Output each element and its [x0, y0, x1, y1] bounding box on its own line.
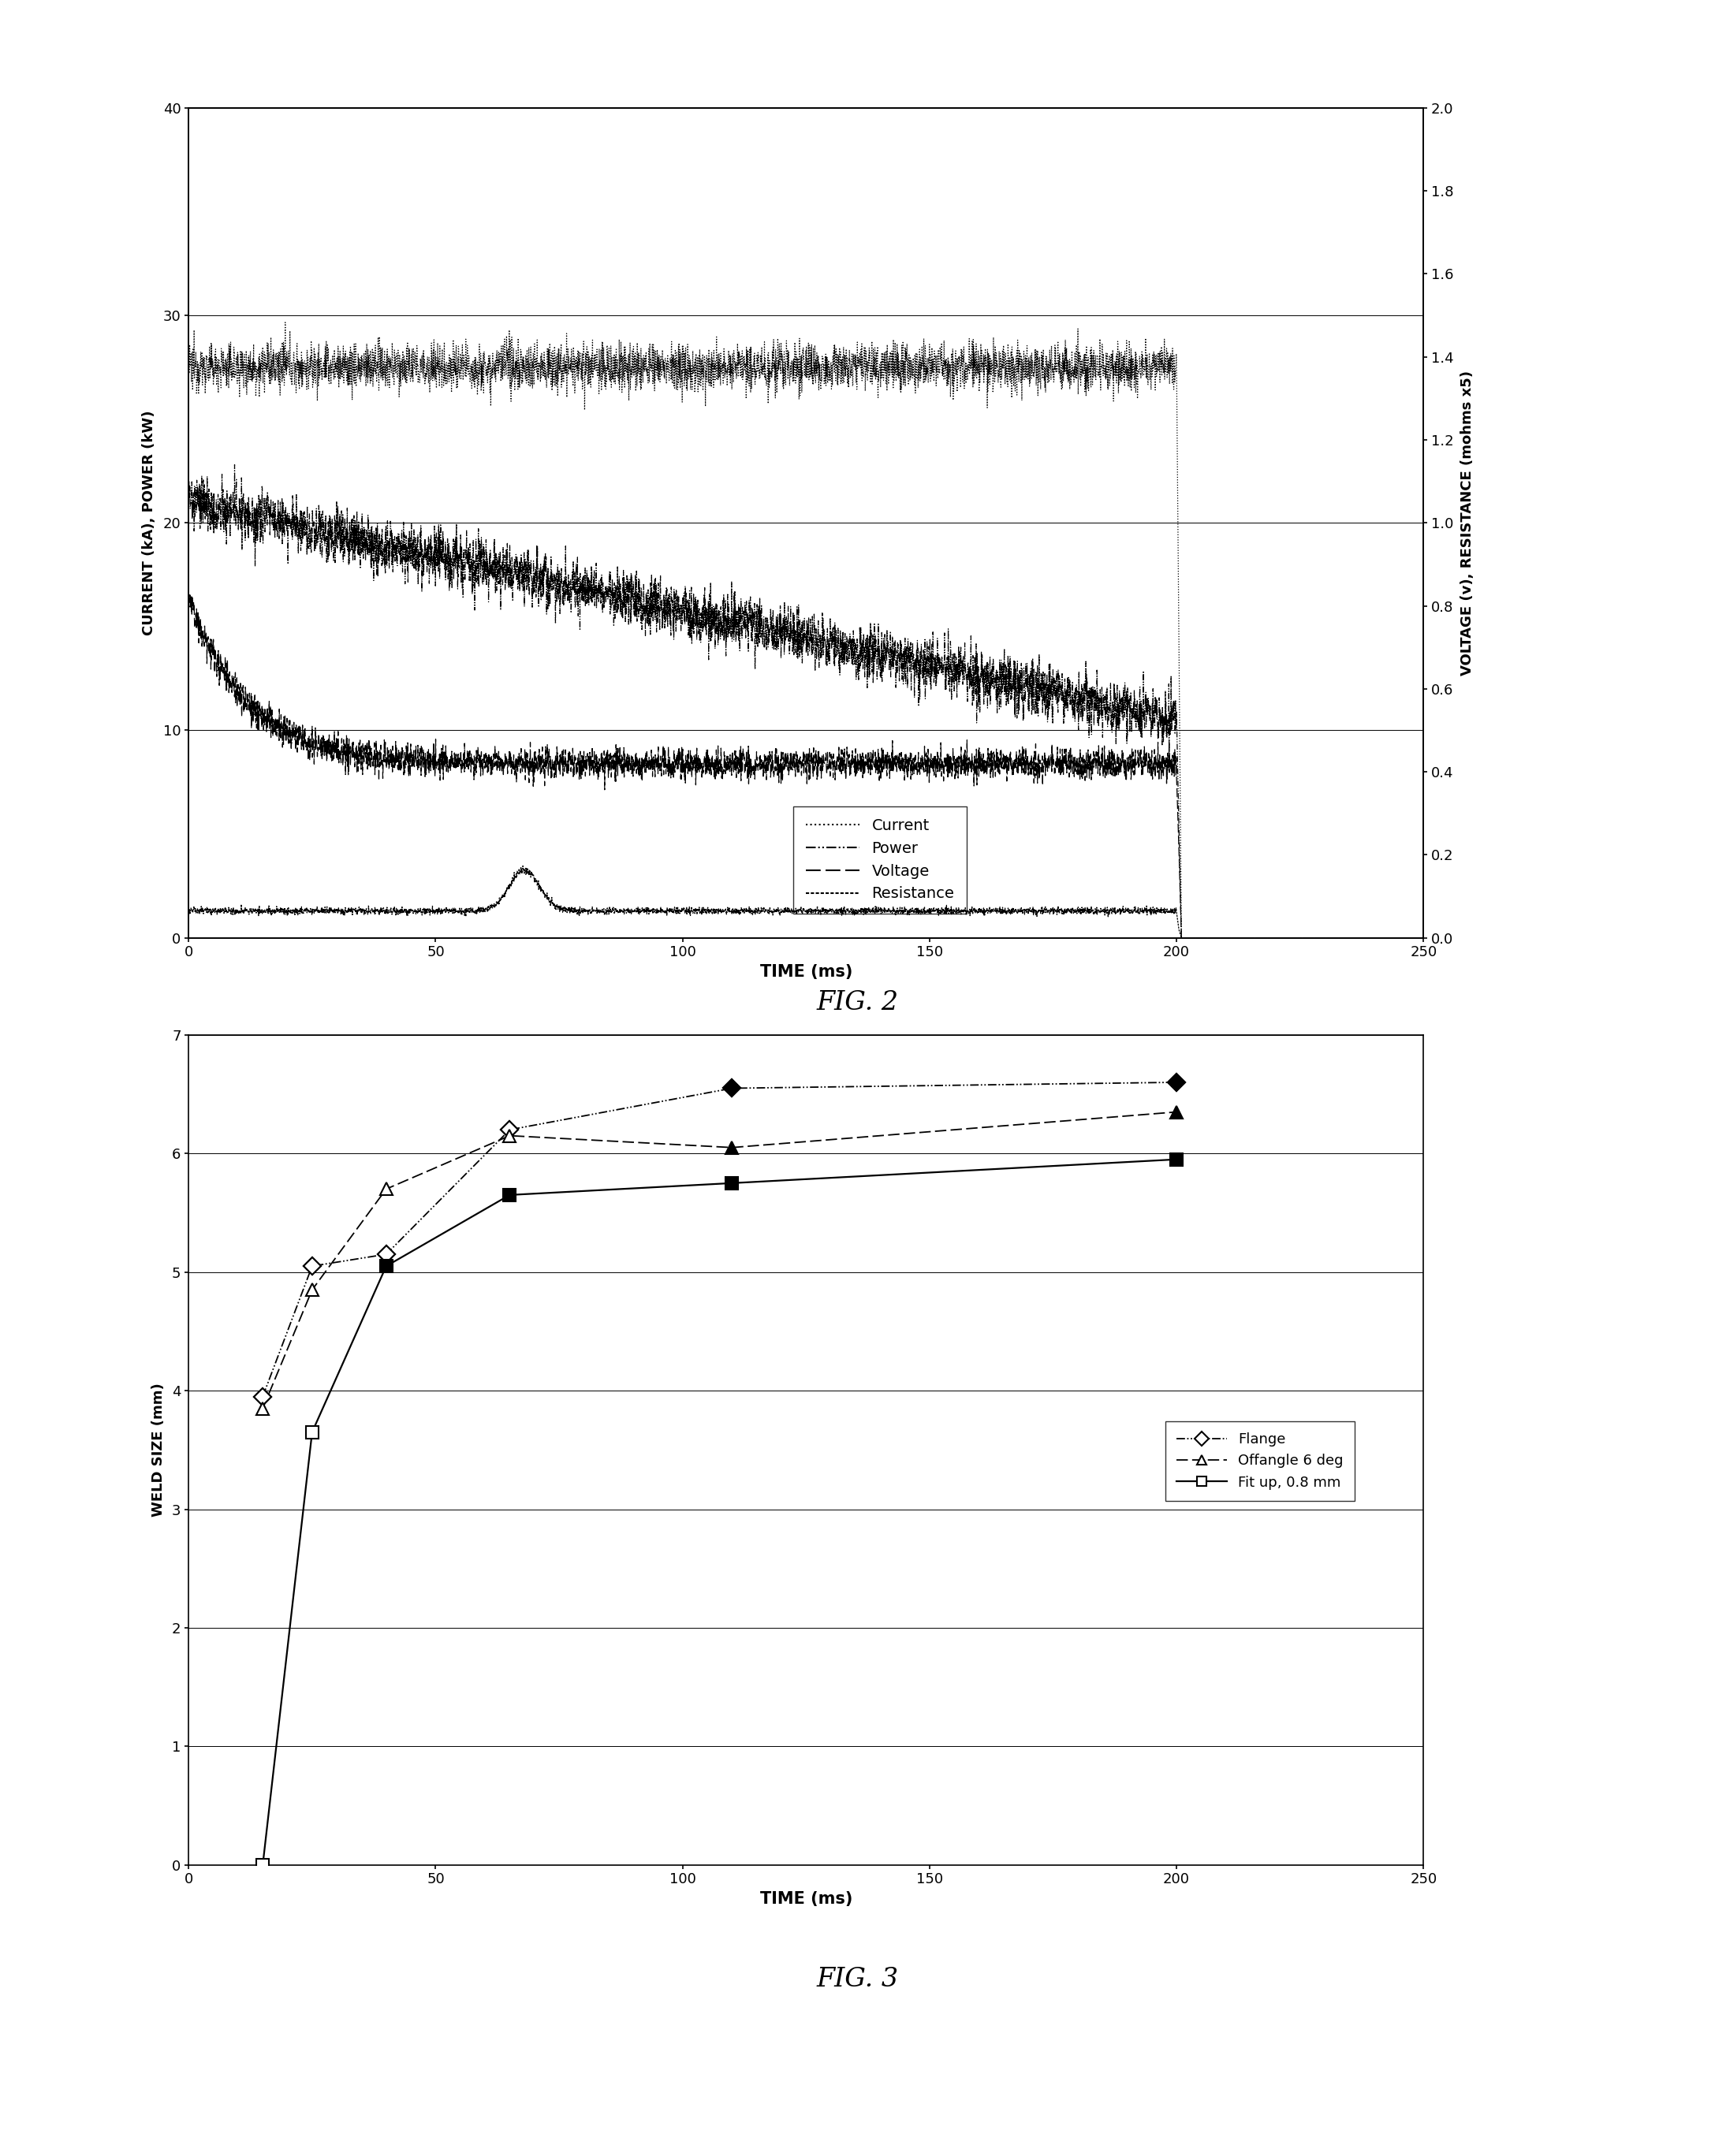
Y-axis label: WELD SIZE (mm): WELD SIZE (mm): [151, 1382, 165, 1518]
X-axis label: TIME (ms): TIME (ms): [760, 964, 852, 979]
Legend: Flange, Offangle 6 deg, Fit up, 0.8 mm: Flange, Offangle 6 deg, Fit up, 0.8 mm: [1164, 1421, 1355, 1501]
X-axis label: TIME (ms): TIME (ms): [760, 1891, 852, 1906]
Y-axis label: CURRENT (kA), POWER (kW): CURRENT (kA), POWER (kW): [142, 410, 156, 636]
Text: FIG. 3: FIG. 3: [816, 1966, 899, 1992]
Text: FIG. 2: FIG. 2: [816, 990, 899, 1015]
Legend: Current, Power, Voltage, Resistance: Current, Power, Voltage, Resistance: [794, 806, 967, 914]
Y-axis label: VOLTAGE (v), RESISTANCE (mohms x5): VOLTAGE (v), RESISTANCE (mohms x5): [1459, 371, 1475, 675]
